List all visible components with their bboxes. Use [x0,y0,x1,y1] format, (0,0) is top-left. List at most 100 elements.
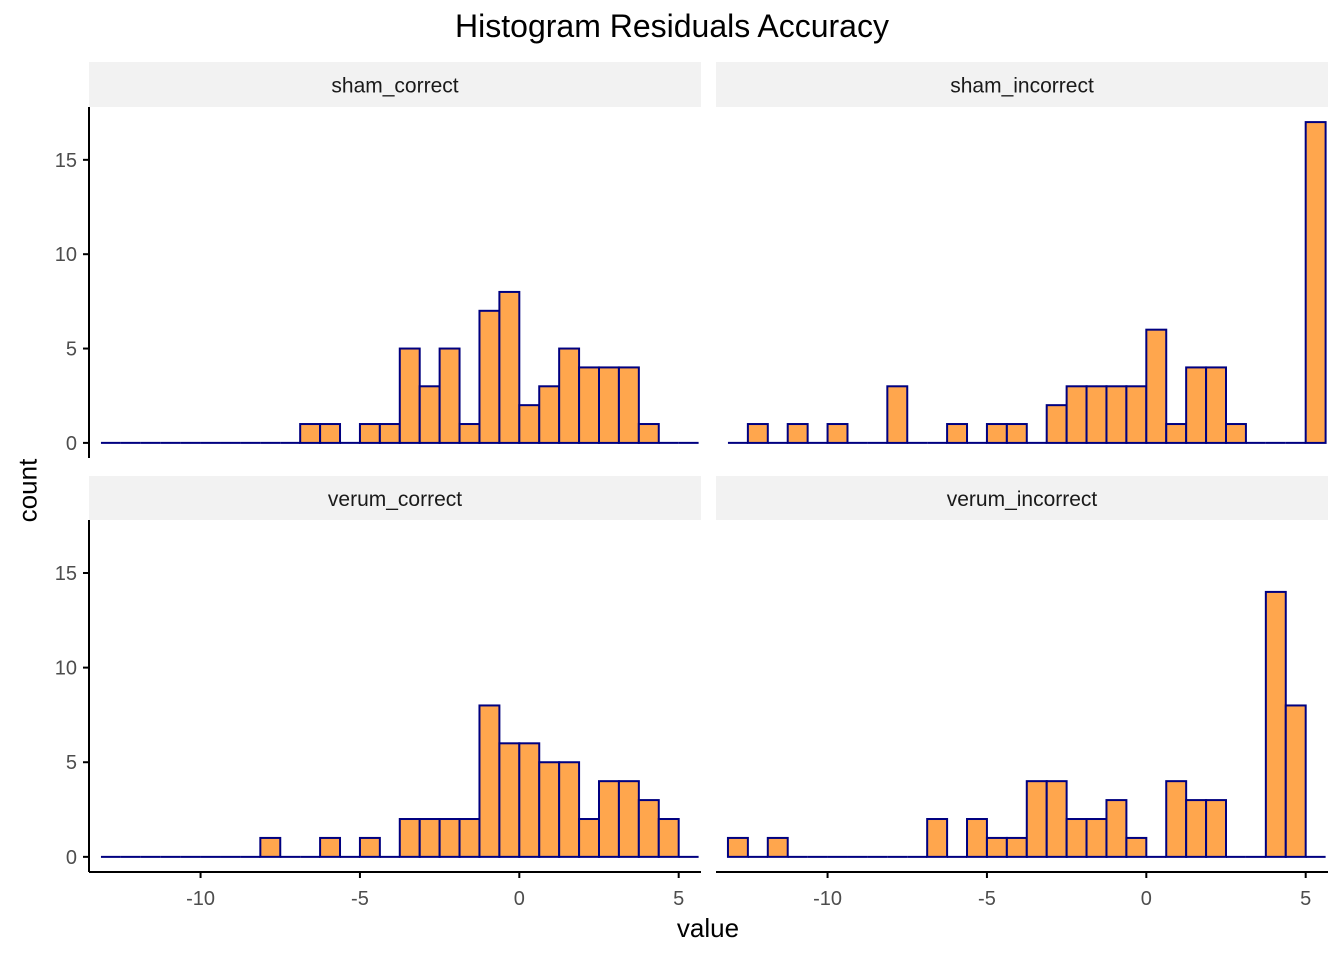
histogram-bar [1205,366,1227,444]
histogram-bar [438,347,461,444]
x-axis-label: value [676,913,740,943]
histogram-bar [766,836,789,858]
histogram-bar [637,423,660,444]
y-tick-label: 5 [66,339,77,361]
histogram-bar [598,780,620,858]
facet-strip [716,62,1328,107]
histogram-bar [398,818,421,858]
histogram-bar [578,818,600,858]
chart-title: Histogram Residuals Accuracy [455,8,889,44]
histogram-bar [1025,780,1048,858]
histogram-bar [498,290,521,444]
histogram-bar [1185,799,1208,858]
histogram-bar [378,423,401,444]
facet-strip-label: sham_incorrect [950,75,1094,98]
histogram-bar [299,423,322,444]
y-tick-label: 5 [66,752,77,774]
histogram-bar [518,404,541,444]
histogram-bar [538,385,561,444]
histogram-bar [1005,423,1028,444]
y-tick-label: 10 [55,658,77,680]
histogram-bar [1125,836,1148,858]
histogram-bar [1205,799,1227,858]
y-tick-label: 15 [55,150,77,172]
histogram-bar [358,836,381,858]
y-tick-label: 10 [55,244,77,266]
histogram-bar [1105,799,1128,858]
x-tick-label: -5 [351,888,369,910]
histogram-bar [637,799,660,858]
histogram-bar [926,818,949,858]
x-tick-label: -10 [813,888,842,910]
histogram-bar [786,423,809,444]
histogram-bar [617,366,640,444]
histogram-bar [1085,818,1108,858]
histogram-bar [726,836,749,858]
x-tick-label: 5 [1300,888,1311,910]
histogram-bar [1125,385,1148,444]
y-tick-label: 0 [66,433,77,455]
histogram-bar [1304,121,1327,444]
y-axis-label: count [12,458,43,523]
facet-strip-label: verum_correct [328,488,462,511]
histogram-bar [1045,780,1068,858]
histogram-bar [1085,385,1108,444]
histogram-bar [518,742,541,858]
histogram-bar [1165,780,1188,858]
histogram-bar [1045,404,1068,444]
histogram-bar [617,780,640,858]
histogram-bar [1065,385,1088,444]
histogram-bar [558,761,581,858]
histogram-bar [1165,423,1188,444]
histogram-bar [558,347,581,444]
x-tick-label: 0 [514,888,525,910]
histogram-bar [966,818,988,858]
histogram-bar [1284,704,1307,858]
histogram-bar [319,423,342,444]
histogram-bar [985,836,1008,858]
histogram-bar [458,818,481,858]
y-tick-label: 0 [66,847,77,869]
histogram-bar [358,423,381,444]
facet-strip [716,476,1328,520]
histogram-bar [1145,328,1168,444]
histogram-bar [418,818,441,858]
histogram-bar [1264,590,1287,858]
facet-sham_correct: sham_correct 0 5 10 15 [55,62,701,458]
x-tick-label: -10 [186,888,215,910]
histogram-bar [1105,385,1128,444]
histogram-bar [578,366,600,444]
histogram-bar [418,385,441,444]
histogram-bar [985,423,1008,444]
facet-verum_incorrect: verum_incorrect -10 -5 0 5 [716,476,1328,910]
y-tick-label: 15 [55,563,77,585]
histogram-bar [259,836,282,858]
histogram-bar [498,742,521,858]
histogram-bar [319,836,342,858]
histogram-bar [438,818,461,858]
x-tick-label: -5 [978,888,996,910]
facet-sham_incorrect: sham_incorrect [716,62,1328,444]
histogram-bar [826,423,849,444]
facet-strip [89,476,701,520]
histogram-bar [746,423,769,444]
histogram-bar [1065,818,1088,858]
histogram-bar [946,423,969,444]
histogram-bar [478,309,501,444]
facet-verum_correct: verum_correct 0 5 10 15 -10 -5 0 5 [55,476,701,910]
histogram-bar [657,818,680,858]
histogram-bar [478,704,501,858]
histogram-bar [458,423,481,444]
x-tick-label: 5 [673,888,684,910]
histogram-bar [1185,366,1208,444]
histogram-bar [1005,836,1028,858]
facet-strip [89,62,701,107]
facet-strip-label: sham_correct [331,75,458,98]
histogram-bar [1225,423,1247,444]
histogram-bar [398,347,421,444]
x-tick-label: 0 [1141,888,1152,910]
facet-strip-label: verum_incorrect [947,488,1098,511]
histogram-bar [598,366,620,444]
